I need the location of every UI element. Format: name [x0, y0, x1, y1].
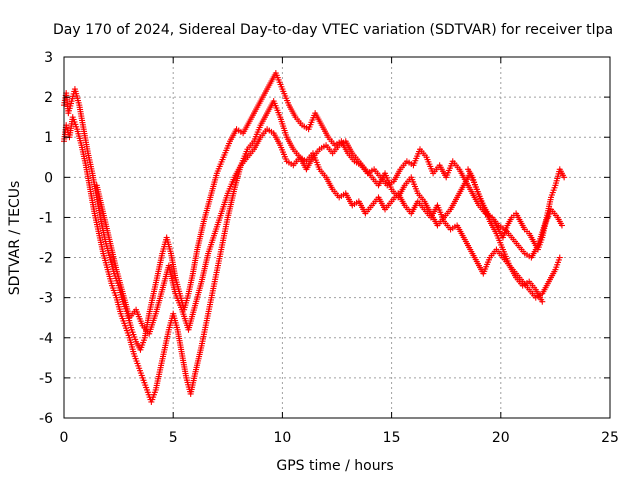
- y-tick-label: 2: [44, 90, 53, 106]
- axis-ticks: [63, 56, 611, 419]
- x-tick-label: 10: [273, 430, 291, 446]
- data-point-marker: [539, 298, 546, 305]
- y-tick-labels: 3 2 1 0 -1 -2 -3 -4 -5 -6: [39, 50, 53, 427]
- y-tick-label: -1: [39, 210, 53, 226]
- y-tick-label: -5: [39, 371, 53, 387]
- data-point-marker: [558, 222, 565, 229]
- x-tick-label: 5: [169, 430, 178, 446]
- x-tick-label: 15: [383, 430, 401, 446]
- y-tick-label: -2: [39, 251, 53, 267]
- y-tick-label: 1: [44, 130, 53, 146]
- grid: [64, 57, 610, 418]
- x-tick-labels: 0 5 10 15 20 25: [60, 430, 619, 446]
- y-axis-label: SDTVAR / TECUs: [7, 181, 23, 296]
- y-tick-label: -4: [39, 331, 53, 347]
- x-axis-label: GPS time / hours: [276, 458, 393, 474]
- chart-title: Day 170 of 2024, Sidereal Day-to-day VTE…: [53, 22, 613, 38]
- plot-frame: [63, 56, 611, 419]
- x-tick-label: 0: [60, 430, 69, 446]
- data-point-marker: [556, 254, 563, 261]
- y-tick-label: 3: [44, 50, 53, 66]
- data-marks: [61, 70, 568, 405]
- data-point-marker: [561, 174, 568, 181]
- y-tick-label: -3: [39, 291, 53, 307]
- y-tick-label: 0: [44, 170, 53, 186]
- y-tick-label: -6: [39, 411, 53, 427]
- x-tick-label: 20: [492, 430, 510, 446]
- x-tick-label: 25: [601, 430, 619, 446]
